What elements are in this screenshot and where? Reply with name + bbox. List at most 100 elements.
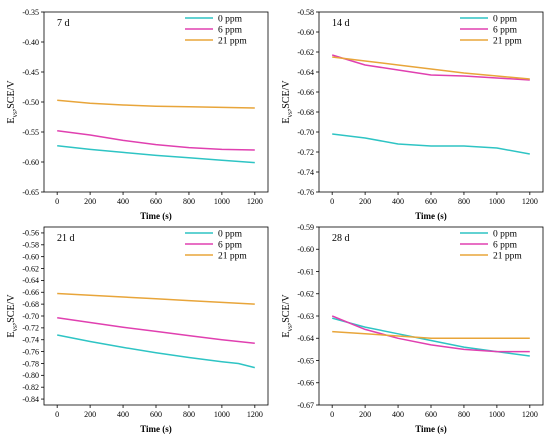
x-tick-label: 400 bbox=[392, 410, 404, 419]
y-tick-label: -0.45 bbox=[22, 68, 39, 77]
y-tick-label: -0.65 bbox=[297, 356, 314, 365]
y-tick-label: -0.60 bbox=[297, 28, 314, 37]
y-tick-label: -0.64 bbox=[297, 334, 314, 343]
series-line-0-ppm bbox=[332, 317, 530, 357]
legend-label: 21 ppm bbox=[493, 251, 522, 261]
y-tick-label: -0.40 bbox=[22, 38, 39, 47]
x-tick-label: 0 bbox=[55, 197, 59, 206]
series-line-0-ppm bbox=[57, 334, 255, 369]
series-line-21-ppm bbox=[57, 99, 255, 109]
legend-label: 21 ppm bbox=[218, 36, 247, 46]
x-tick-label: 600 bbox=[150, 410, 162, 419]
x-tick-label: 1200 bbox=[522, 410, 538, 419]
x-tick-label: 1200 bbox=[247, 410, 263, 419]
y-tick-label: -0.60 bbox=[22, 158, 39, 167]
x-tick-label: 400 bbox=[117, 197, 129, 206]
y-tick-label: -0.76 bbox=[22, 347, 39, 356]
y-axis-title-rest: ,SCE/V bbox=[281, 80, 292, 112]
x-tick-label: 1200 bbox=[522, 197, 538, 206]
x-tick-label: 0 bbox=[55, 410, 59, 419]
y-tick-label: -0.70 bbox=[297, 128, 314, 137]
y-tick-label: -0.64 bbox=[297, 68, 314, 77]
legend-label: 6 ppm bbox=[218, 240, 243, 250]
x-axis-title: Time (s) bbox=[140, 211, 172, 221]
legend-label: 6 ppm bbox=[218, 25, 243, 35]
y-axis-title-sub: vs bbox=[286, 325, 294, 332]
legend-label: 0 ppm bbox=[493, 229, 518, 239]
legend-label: 21 ppm bbox=[493, 36, 522, 46]
x-tick-label: 200 bbox=[359, 410, 371, 419]
y-tick-label: -0.74 bbox=[297, 168, 314, 177]
y-tick-label: -0.59 bbox=[297, 223, 314, 232]
x-tick-label: 200 bbox=[84, 410, 96, 419]
y-axis-title-sub: vs bbox=[11, 111, 19, 118]
x-axis-title: Time (s) bbox=[415, 424, 447, 434]
y-tick-label: -0.62 bbox=[297, 48, 314, 57]
series-line-21-ppm bbox=[332, 56, 530, 80]
x-tick-label: 600 bbox=[425, 197, 437, 206]
y-tick-label: -0.58 bbox=[22, 241, 39, 250]
x-tick-label: 600 bbox=[425, 410, 437, 419]
y-tick-label: -0.78 bbox=[22, 359, 39, 368]
y-axis-title: Evs,SCE/V bbox=[6, 80, 19, 124]
y-tick-label: -0.56 bbox=[22, 229, 39, 238]
y-tick-label: -0.74 bbox=[22, 336, 39, 345]
panel-label: 14 d bbox=[332, 18, 350, 29]
y-tick-label: -0.84 bbox=[22, 395, 39, 404]
legend-label: 21 ppm bbox=[218, 251, 247, 261]
y-tick-label: -0.62 bbox=[22, 264, 39, 273]
x-tick-label: 0 bbox=[330, 197, 334, 206]
y-tick-label: -0.55 bbox=[22, 128, 39, 137]
x-axis-title: Time (s) bbox=[140, 424, 172, 434]
y-axis-title-sub: vs bbox=[286, 111, 294, 118]
legend-label: 0 ppm bbox=[493, 14, 518, 24]
x-tick-label: 200 bbox=[359, 197, 371, 206]
y-axis-title-rest: ,SCE/V bbox=[281, 294, 292, 326]
y-tick-label: -0.80 bbox=[22, 371, 39, 380]
y-tick-label: -0.58 bbox=[297, 8, 314, 17]
x-tick-label: 1000 bbox=[489, 410, 505, 419]
y-tick-label: -0.76 bbox=[297, 188, 314, 197]
panel-label: 28 d bbox=[332, 233, 350, 244]
x-tick-label: 800 bbox=[183, 197, 195, 206]
legend-label: 6 ppm bbox=[493, 25, 518, 35]
series-line-21-ppm bbox=[57, 292, 255, 305]
x-axis-title: Time (s) bbox=[415, 211, 447, 221]
y-axis-title-main: E bbox=[281, 331, 292, 337]
y-tick-label: -0.66 bbox=[297, 379, 314, 388]
x-tick-label: 400 bbox=[392, 197, 404, 206]
x-tick-label: 1200 bbox=[247, 197, 263, 206]
x-tick-label: 400 bbox=[117, 410, 129, 419]
y-tick-label: -0.50 bbox=[22, 98, 39, 107]
panel-label: 7 d bbox=[57, 18, 70, 29]
y-axis-title-rest: ,SCE/V bbox=[6, 80, 17, 112]
y-tick-label: -0.35 bbox=[22, 8, 39, 17]
x-tick-label: 600 bbox=[150, 197, 162, 206]
x-tick-label: 800 bbox=[458, 197, 470, 206]
y-tick-label: -0.68 bbox=[297, 108, 314, 117]
y-tick-label: -0.82 bbox=[22, 383, 39, 392]
y-tick-label: -0.63 bbox=[297, 312, 314, 321]
y-tick-label: -0.61 bbox=[297, 267, 314, 276]
y-axis-title-main: E bbox=[6, 117, 17, 123]
x-tick-label: 0 bbox=[330, 410, 334, 419]
y-tick-label: -0.60 bbox=[22, 252, 39, 261]
x-tick-label: 800 bbox=[458, 410, 470, 419]
y-tick-label: -0.64 bbox=[22, 276, 39, 285]
y-axis-title: Evs,SCE/V bbox=[281, 294, 294, 338]
y-axis-title: Evs,SCE/V bbox=[281, 80, 294, 124]
series-line-0-ppm bbox=[332, 133, 530, 155]
x-tick-label: 1000 bbox=[214, 410, 230, 419]
y-axis-title: Evs,SCE/V bbox=[6, 294, 19, 338]
panel-14-d: 0 200 400 600 800 1000 1200 -0.58 -0.60 -0.62 -0.6… bbox=[281, 8, 544, 221]
y-tick-label: -0.62 bbox=[297, 290, 314, 299]
y-tick-label: -0.66 bbox=[22, 288, 39, 297]
y-tick-label: -0.72 bbox=[297, 148, 314, 157]
y-tick-label: -0.68 bbox=[22, 300, 39, 309]
y-tick-label: -0.66 bbox=[297, 88, 314, 97]
x-tick-label: 800 bbox=[183, 410, 195, 419]
y-axis-title-main: E bbox=[281, 117, 292, 123]
y-axis-title-sub: vs bbox=[11, 325, 19, 332]
panel-7-d: 0 200 400 600 800 1000 1200 -0.35 -0.40 -0.45 -0.5… bbox=[6, 8, 269, 221]
